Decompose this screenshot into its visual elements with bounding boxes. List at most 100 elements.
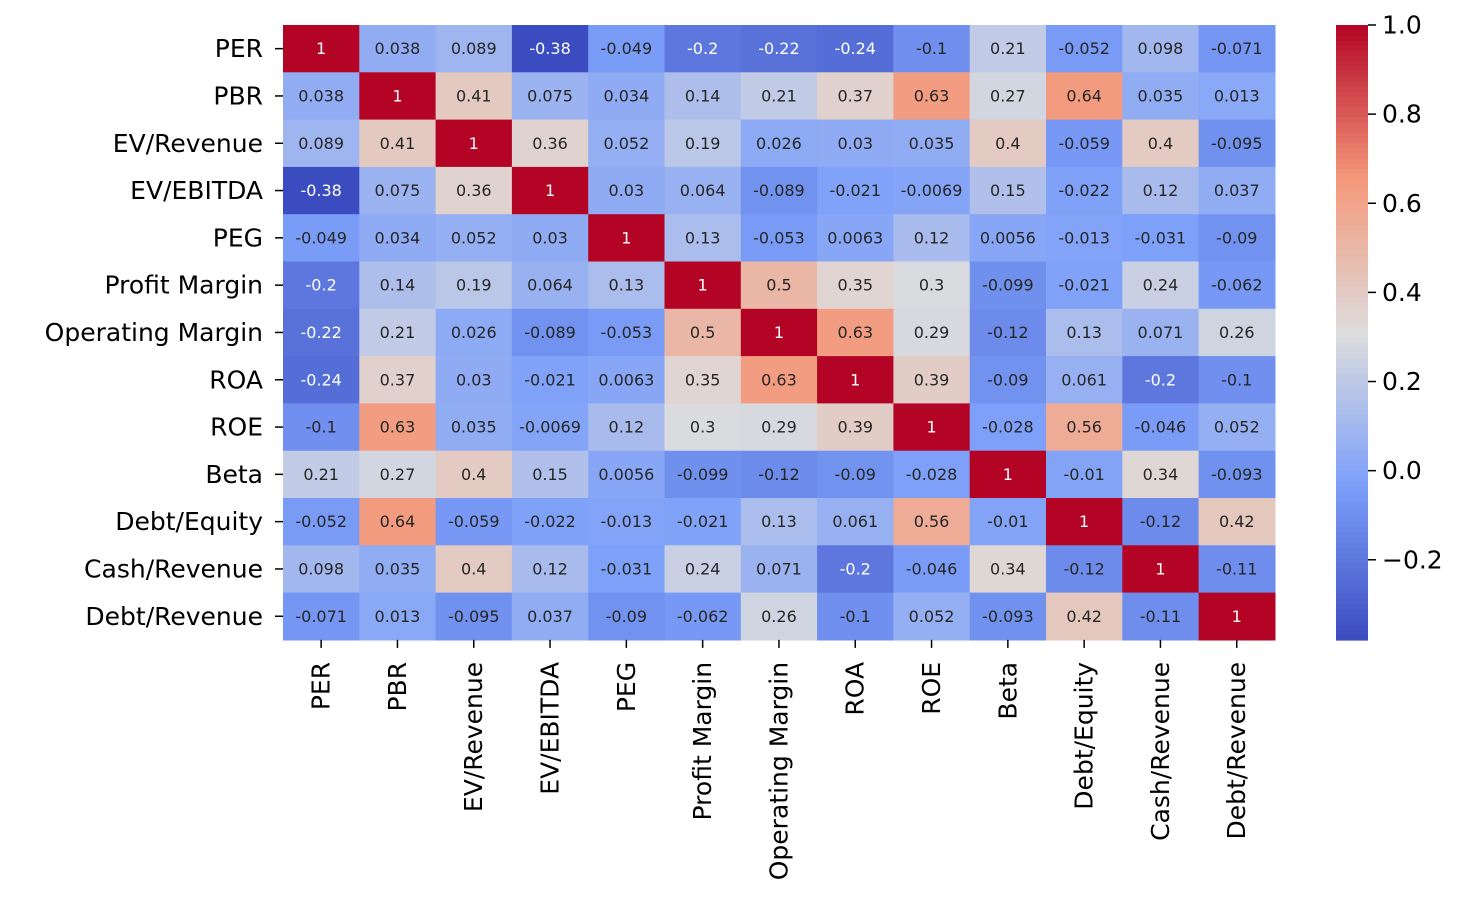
heatmap-cell	[588, 308, 666, 357]
colorbar-segment	[1336, 593, 1368, 600]
cell-value-label: 0.42	[1219, 512, 1255, 531]
cell-value-label: -0.099	[677, 465, 729, 484]
colorbar-segment	[1336, 276, 1368, 282]
heatmap-cell	[511, 403, 589, 452]
colorbar-segment	[1336, 255, 1368, 262]
cell-value-label: 0.21	[761, 86, 797, 105]
cell-value-label: -0.021	[524, 370, 576, 389]
colorbar-segment	[1336, 286, 1368, 293]
heatmap-cell	[283, 261, 360, 310]
cell-value-label: 0.63	[380, 418, 416, 437]
heatmap-cell	[969, 545, 1047, 594]
cell-value-label: 0.12	[1143, 181, 1179, 200]
colorbar-segment	[1336, 347, 1368, 354]
colorbar-segment	[1336, 291, 1368, 298]
colorbar-segment	[1336, 476, 1368, 482]
cell-value-label: -0.095	[448, 607, 500, 626]
cell-value-label: 0.064	[527, 276, 573, 295]
cell-value-label: 0.037	[1214, 181, 1260, 200]
cell-value-label: 0.052	[909, 607, 955, 626]
heatmap-cell	[1122, 308, 1200, 357]
colorbar-segment	[1336, 60, 1368, 67]
cell-value-label: 0.13	[761, 512, 797, 531]
colorbar-segment	[1336, 378, 1368, 385]
heatmap-cell	[817, 166, 894, 215]
colorbar-segment	[1336, 404, 1368, 410]
cell-value-label: 0.34	[990, 559, 1026, 578]
colorbar-segment	[1336, 409, 1368, 416]
cell-value-label: -0.095	[1211, 134, 1263, 153]
heatmap-cell	[511, 261, 589, 310]
heatmap-cell	[817, 261, 894, 310]
heatmap-cell	[511, 214, 589, 263]
y-tick-label: PER	[215, 34, 263, 63]
colorbar-tick-label: −0.2	[1382, 545, 1443, 574]
heatmap-cell	[817, 498, 894, 546]
cell-value-label: 0.052	[603, 134, 649, 153]
colorbar-segment	[1336, 142, 1368, 149]
heatmap-cell	[511, 450, 589, 499]
heatmap-cell	[893, 166, 971, 215]
y-tick-label: PEG	[213, 223, 263, 252]
colorbar-segment	[1336, 629, 1368, 636]
heatmap-cell	[283, 166, 360, 215]
colorbar-segment	[1336, 619, 1368, 626]
heatmap-cell	[1122, 261, 1200, 310]
heatmap-cell	[893, 72, 971, 121]
cell-value-label: -0.053	[753, 228, 805, 247]
cell-value-label: 0.4	[461, 465, 486, 484]
cell-value-label: 0.061	[1061, 370, 1107, 389]
heatmap-cell	[435, 545, 513, 594]
colorbar-segment	[1336, 163, 1368, 170]
y-tick-label: EV/EBITDA	[130, 176, 263, 205]
heatmap-cell	[359, 119, 437, 168]
cell-value-label: -0.093	[1211, 465, 1263, 484]
heatmap-cell	[664, 498, 742, 546]
cell-value-label: 0.03	[456, 370, 492, 389]
colorbar-segment	[1336, 465, 1368, 472]
colorbar-segment	[1336, 189, 1368, 195]
cell-value-label: 0.15	[990, 181, 1026, 200]
cell-value-label: -0.052	[1058, 39, 1110, 58]
cell-value-label: 0.0063	[598, 370, 654, 389]
colorbar-segment	[1336, 214, 1368, 221]
heatmap-cell	[1198, 72, 1276, 121]
colorbar-segment	[1336, 71, 1368, 77]
cell-value-label: -0.12	[1140, 512, 1181, 531]
heatmap-cell	[359, 308, 437, 357]
cell-value-label: 0.3	[690, 418, 715, 437]
heatmap-cell	[511, 356, 589, 404]
cell-value-label: 1	[1155, 559, 1165, 578]
cell-value-label: 0.63	[914, 86, 950, 105]
heatmap-cell	[1046, 498, 1123, 546]
cell-value-label: -0.22	[300, 323, 341, 342]
cell-value-label: -0.089	[524, 323, 576, 342]
heatmap-cell	[817, 119, 894, 168]
heatmap-cell	[740, 403, 818, 452]
heatmap-cell	[893, 592, 971, 641]
colorbar-segment	[1336, 306, 1368, 313]
heatmap-cell	[1046, 356, 1123, 404]
colorbar-segment	[1336, 317, 1368, 323]
colorbar-segment	[1336, 209, 1368, 216]
heatmap-cell	[588, 119, 666, 168]
x-tick-label: ROE	[917, 662, 946, 715]
colorbar-segment	[1336, 481, 1368, 487]
cell-value-label: 0.12	[532, 559, 568, 578]
colorbar-segment	[1336, 127, 1368, 134]
colorbar-segment	[1336, 363, 1368, 369]
cell-value-label: -0.11	[1140, 607, 1181, 626]
heatmap-cell	[817, 450, 894, 499]
heatmap-cell	[359, 166, 437, 215]
colorbar-segment	[1336, 230, 1368, 236]
cell-value-label: 0.19	[456, 276, 492, 295]
colorbar-segment	[1336, 301, 1368, 308]
cell-value-label: 0.24	[685, 559, 721, 578]
colorbar-segment	[1336, 583, 1368, 590]
cell-value-label: 0.061	[832, 512, 878, 531]
cell-value-label: 0.34	[1143, 465, 1179, 484]
cell-value-label: 0.03	[532, 228, 568, 247]
colorbar-segment	[1336, 522, 1368, 528]
x-tick-label: Operating Margin	[764, 662, 793, 880]
cell-value-label: -0.021	[829, 181, 881, 200]
